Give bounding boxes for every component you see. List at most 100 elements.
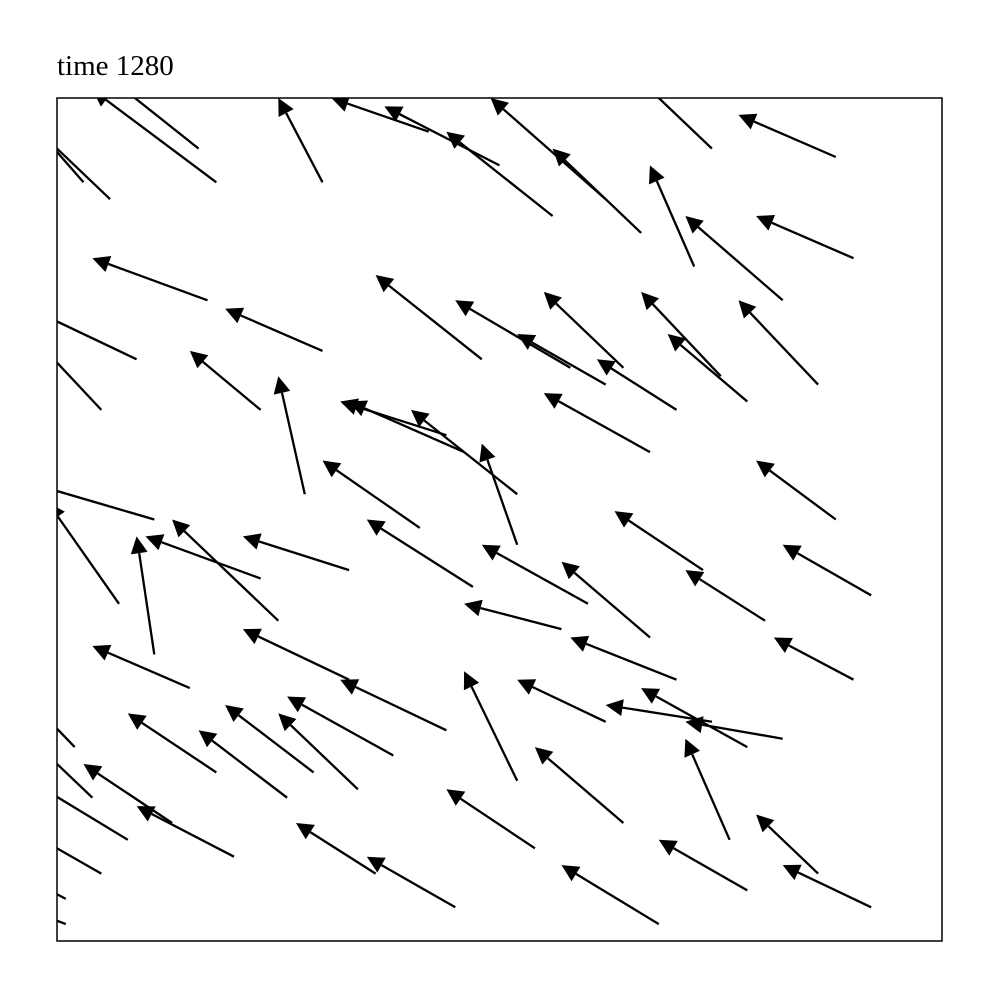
arrow-shaft bbox=[547, 757, 625, 824]
arrow-79 bbox=[57, 762, 94, 799]
arrow-2 bbox=[96, 98, 217, 184]
arrow-shaft bbox=[380, 527, 474, 588]
arrow-shaft bbox=[202, 360, 262, 411]
arrow-63 bbox=[756, 215, 854, 260]
arrow-27 bbox=[366, 519, 474, 588]
arrow-shaft bbox=[280, 392, 306, 495]
arrow-78 bbox=[57, 795, 129, 841]
arrow-shaft bbox=[767, 825, 819, 875]
arrow-head bbox=[605, 699, 624, 716]
arrow-51 bbox=[658, 839, 748, 892]
arrow-head bbox=[242, 628, 262, 645]
arrow-head bbox=[667, 334, 687, 352]
chart-title: time 1280 bbox=[57, 50, 174, 82]
arrow-head bbox=[649, 165, 665, 185]
arrow-shaft bbox=[470, 685, 519, 782]
arrow-shaft bbox=[691, 753, 731, 841]
arrow-head bbox=[479, 443, 496, 463]
arrow-head bbox=[685, 716, 704, 734]
arrow-head bbox=[0, 81, 13, 99]
arrow-32 bbox=[756, 460, 837, 521]
arrow-shaft bbox=[356, 405, 447, 437]
arrow-shaft bbox=[796, 552, 872, 597]
arrow-73 bbox=[685, 716, 783, 740]
arrow-shaft bbox=[388, 284, 483, 361]
arrow-61 bbox=[657, 98, 713, 150]
arrow-0 bbox=[172, 519, 280, 622]
arrow-shaft bbox=[699, 578, 766, 622]
arrow-shaft bbox=[575, 872, 660, 926]
arrow-head bbox=[411, 409, 430, 428]
arrow-head bbox=[534, 747, 554, 765]
arrow-head bbox=[384, 106, 404, 122]
arrow-head bbox=[340, 679, 360, 695]
arrow-25 bbox=[242, 533, 350, 572]
arrow-44 bbox=[242, 628, 350, 681]
arrow-head bbox=[273, 376, 291, 395]
arrow-1 bbox=[133, 98, 200, 150]
arrow-shaft bbox=[57, 795, 129, 841]
arrow-shaft bbox=[240, 314, 323, 352]
arrow-shaft bbox=[673, 847, 748, 892]
arrow-head bbox=[287, 696, 307, 713]
arrow-head bbox=[684, 738, 700, 758]
arrow-shaft bbox=[347, 102, 430, 133]
arrow-head bbox=[0, 857, 5, 873]
arrow-74 bbox=[773, 637, 855, 681]
arrow-22 bbox=[57, 507, 120, 605]
arrow-5 bbox=[225, 705, 315, 774]
arrow-shaft bbox=[651, 303, 722, 377]
arrow-shaft bbox=[753, 120, 837, 159]
arrow-head bbox=[225, 705, 244, 722]
arrow-head bbox=[464, 599, 483, 617]
arrow-shaft bbox=[496, 551, 589, 605]
arrow-head bbox=[340, 398, 359, 415]
arrow-64 bbox=[543, 291, 625, 369]
arrow-30 bbox=[685, 570, 766, 622]
arrow-shaft bbox=[285, 112, 324, 183]
arrow-38 bbox=[57, 320, 138, 361]
arrow-shaft bbox=[107, 651, 191, 690]
arrow-head bbox=[490, 98, 509, 116]
arrow-70 bbox=[464, 599, 562, 631]
arrow-head bbox=[57, 507, 65, 518]
arrow-28 bbox=[481, 544, 589, 605]
arrow-head bbox=[198, 730, 218, 748]
arrow-head bbox=[463, 671, 480, 691]
arrow-head bbox=[481, 544, 501, 561]
arrow-55 bbox=[57, 846, 102, 875]
arrow-head bbox=[756, 215, 776, 231]
arrow-shaft bbox=[57, 762, 94, 799]
arrow-head bbox=[756, 460, 775, 478]
arrow-48 bbox=[684, 738, 731, 841]
arrow-31 bbox=[782, 544, 872, 597]
arrow-shaft bbox=[610, 367, 678, 411]
arrow-80 bbox=[0, 857, 67, 900]
arrow-head bbox=[225, 307, 245, 324]
arrow-shaft bbox=[771, 221, 854, 260]
arrow-36 bbox=[225, 307, 323, 352]
arrow-shaft bbox=[57, 489, 155, 521]
arrow-head bbox=[375, 275, 395, 293]
arrow-shaft bbox=[657, 98, 713, 150]
arrow-52 bbox=[561, 865, 660, 926]
arrow-shaft bbox=[585, 642, 677, 681]
arrow-77 bbox=[127, 713, 217, 774]
arrow-shaft bbox=[57, 320, 138, 361]
arrow-35 bbox=[375, 275, 483, 361]
arrow-head bbox=[641, 688, 661, 704]
arrow-60 bbox=[649, 165, 696, 268]
arrow-shaft bbox=[309, 831, 377, 875]
arrow-shaft bbox=[335, 469, 421, 529]
arrow-76 bbox=[198, 730, 288, 799]
arrow-head bbox=[96, 98, 108, 107]
arrow-shaft bbox=[458, 141, 554, 217]
arrow-54 bbox=[296, 823, 377, 875]
arrow-15 bbox=[570, 635, 677, 681]
arrow-20 bbox=[83, 764, 173, 824]
arrow-shaft bbox=[289, 724, 359, 791]
arrow-shaft bbox=[380, 864, 456, 909]
arrow-head bbox=[570, 635, 590, 652]
arrow-14 bbox=[614, 511, 704, 572]
